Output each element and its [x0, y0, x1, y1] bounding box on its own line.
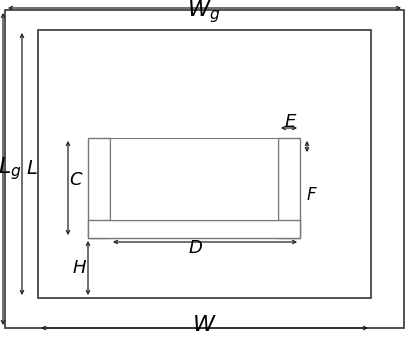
- Bar: [278, 138, 300, 238]
- Bar: [38, 30, 371, 298]
- Text: $L$: $L$: [26, 160, 38, 178]
- Text: $W$: $W$: [192, 314, 216, 336]
- Text: $D$: $D$: [187, 239, 202, 257]
- Text: $E$: $E$: [284, 113, 298, 131]
- Text: $F$: $F$: [306, 187, 318, 203]
- Text: $L_g$: $L_g$: [0, 155, 22, 183]
- Text: $C$: $C$: [69, 171, 83, 189]
- Bar: [88, 138, 110, 238]
- Text: $H$: $H$: [72, 259, 88, 277]
- Bar: [88, 220, 300, 238]
- Bar: [110, 138, 278, 220]
- Text: $W_g$: $W_g$: [187, 0, 220, 25]
